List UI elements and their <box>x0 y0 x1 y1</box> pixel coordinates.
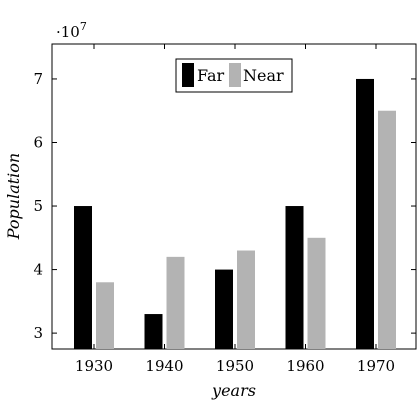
y-tick-label-6: 6 <box>33 133 43 151</box>
bar-near-1970 <box>378 110 396 349</box>
x-axis-label: years <box>211 381 256 400</box>
x-tick-label-1930: 1930 <box>75 357 113 375</box>
legend-swatch-near <box>229 63 241 87</box>
bar-near-1960 <box>307 237 326 349</box>
x-tick-label-1950: 1950 <box>216 357 254 375</box>
y-tick-label-5: 5 <box>33 197 43 215</box>
legend-swatch-far <box>182 63 194 87</box>
legend-label-far: Far <box>197 66 225 85</box>
y-multiplier-exponent: 7 <box>80 20 87 33</box>
y-tick-label-4: 4 <box>33 261 43 279</box>
legend: Far Near <box>175 58 293 93</box>
y-tick-label-7: 7 <box>33 70 43 88</box>
bar-far-1930 <box>74 206 92 349</box>
bar-near-1930 <box>96 282 114 349</box>
legend-label-near: Near <box>243 66 284 85</box>
x-tick-label-1960: 1960 <box>286 357 324 375</box>
x-tick-label-1940: 1940 <box>145 357 183 375</box>
plot-frame <box>51 43 417 350</box>
y-axis-label: Population <box>4 153 23 240</box>
bar-far-1940 <box>144 314 163 349</box>
bar-far-1960 <box>285 206 304 349</box>
y-tick-label-3: 3 <box>33 324 43 342</box>
ticks-group: 1930 1940 1950 1960 1970 3 4 5 6 7 <box>33 44 416 375</box>
bars-group <box>74 78 396 350</box>
y-multiplier: ·107 <box>56 20 87 41</box>
bar-far-1970 <box>356 78 374 350</box>
bar-near-1940 <box>166 256 185 349</box>
bar-near-1950 <box>237 250 255 349</box>
bar-far-1950 <box>215 269 233 349</box>
x-tick-label-1970: 1970 <box>357 357 395 375</box>
